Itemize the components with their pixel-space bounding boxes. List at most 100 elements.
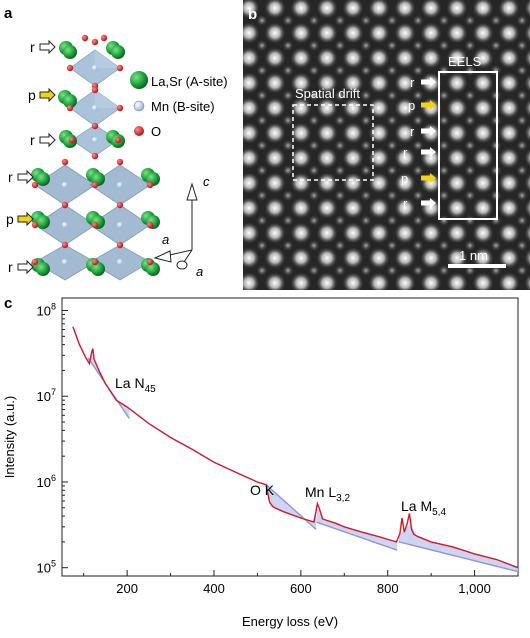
atom-column <box>238 172 260 194</box>
scale-bar <box>448 264 506 268</box>
atom-column <box>316 47 338 69</box>
atom-column <box>368 122 390 144</box>
atom-column <box>472 122 494 144</box>
atom-column <box>342 47 364 69</box>
atom-column <box>446 147 468 169</box>
atom-column <box>238 197 260 219</box>
la-sr-legend-icon <box>130 71 148 89</box>
atom-column-minor <box>438 264 450 277</box>
atom-column-minor <box>308 164 320 177</box>
atom-column-minor <box>334 264 346 277</box>
atom-column-minor <box>438 14 450 27</box>
atom-column <box>342 272 364 294</box>
atom-column-minor <box>308 264 320 277</box>
atom-column <box>498 47 520 69</box>
atom-column-minor <box>516 114 528 127</box>
atoms <box>31 34 160 276</box>
atom-column-minor <box>464 114 476 127</box>
atom-column-minor <box>334 214 346 227</box>
mn-atom <box>62 182 68 188</box>
o-atom <box>66 104 74 112</box>
legend-mn: Mn (B-site) <box>151 99 215 114</box>
atom-column-minor <box>464 89 476 102</box>
background-fill <box>316 508 398 551</box>
eels-label: EELS <box>448 54 482 69</box>
o-atom <box>146 221 154 229</box>
atom-column <box>472 247 494 269</box>
row-arrow-icon <box>39 87 56 103</box>
atom-column-minor <box>334 114 346 127</box>
atom-column-minor <box>490 64 502 77</box>
atom-column <box>368 22 390 44</box>
eels-box <box>438 71 498 220</box>
atom-column <box>342 72 364 94</box>
atom-column <box>394 22 416 44</box>
atom-column-minor <box>334 189 346 202</box>
atom-column <box>394 47 416 69</box>
atom-column-minor <box>334 64 346 77</box>
eels-spectrum-chart: c 200 400 600 800 1,000 105 106 107 108 Energy … <box>2 295 519 629</box>
atom-column <box>420 247 442 269</box>
atom-column-minor <box>282 39 294 52</box>
atom-column <box>420 47 442 69</box>
atom-column <box>524 98 530 118</box>
atom-column <box>290 147 312 169</box>
atom-column <box>290 0 312 19</box>
atom-column <box>524 223 530 243</box>
atom-column <box>394 247 416 269</box>
atom-column-minor <box>438 139 450 152</box>
o-atom <box>100 34 108 42</box>
atom-column <box>394 272 416 294</box>
o-atom <box>66 64 74 72</box>
x-axis-label: Energy loss (eV) <box>242 614 338 629</box>
row-arrow-icon <box>421 77 436 87</box>
row-label-b: p <box>401 171 408 186</box>
atom-column <box>290 272 312 294</box>
atom-column-minor <box>412 239 424 252</box>
atom-column <box>498 147 520 169</box>
atom-column <box>238 97 260 119</box>
x-tick-label: 600 <box>290 581 312 596</box>
panel-b-label: b <box>248 6 257 23</box>
atom-column <box>316 72 338 94</box>
atom-column-minor <box>464 239 476 252</box>
atom-column <box>524 23 530 43</box>
atom-column-minor <box>438 214 450 227</box>
atom-column <box>238 247 260 269</box>
atom-column-minor <box>256 264 268 277</box>
legend-o: O <box>151 124 161 139</box>
row-arrow-icon <box>17 211 34 227</box>
atom-column-minor <box>386 264 398 277</box>
x-tick-label: 200 <box>116 581 138 596</box>
atom-column <box>316 222 338 244</box>
atom-column <box>316 272 338 294</box>
atom-column <box>238 222 260 244</box>
atom-column <box>264 97 286 119</box>
atom-column <box>498 272 520 294</box>
atom-column <box>238 0 260 19</box>
atom-column-minor <box>438 64 450 77</box>
atom-column <box>264 147 286 169</box>
atom-column-minor <box>412 114 424 127</box>
atom-column <box>472 172 494 194</box>
atom-column <box>420 22 442 44</box>
axis-a-label-2: a <box>196 264 203 279</box>
background-fit-line <box>398 541 519 573</box>
atom-column-minor <box>308 139 320 152</box>
atom-column-minor <box>256 189 268 202</box>
atom-column-minor <box>490 214 502 227</box>
atom-column <box>472 97 494 119</box>
atom-column <box>498 72 520 94</box>
atom-column <box>342 122 364 144</box>
atom-column <box>342 197 364 219</box>
axis-c-label: c <box>203 174 210 189</box>
atom-column-minor <box>516 39 528 52</box>
la-sr-atom <box>63 94 77 108</box>
atom-column <box>394 197 416 219</box>
atom-column-minor <box>256 239 268 252</box>
atom-column <box>368 0 390 19</box>
y-tick-label: 107 <box>37 387 56 404</box>
la-sr-atom <box>63 45 77 59</box>
atom-column-minor <box>438 189 450 202</box>
atom-column <box>264 222 286 244</box>
